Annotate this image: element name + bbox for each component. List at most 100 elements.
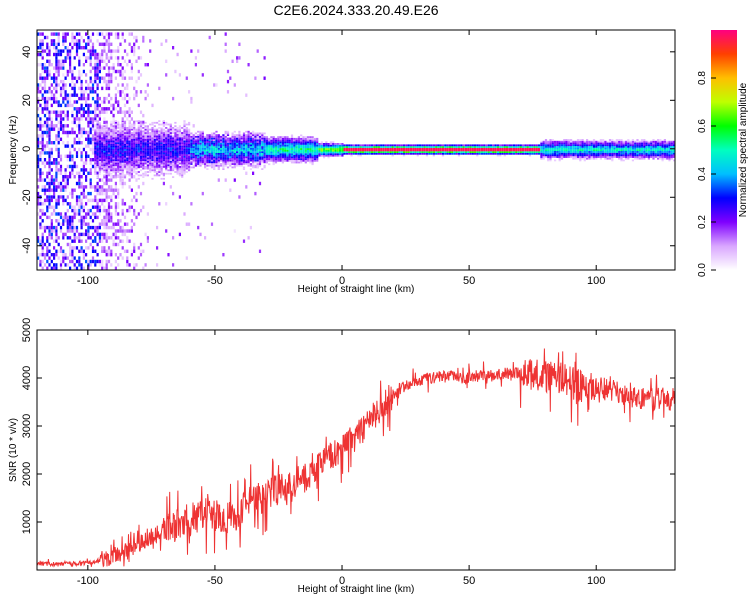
heatmap-cell [206, 149, 209, 152]
heatmap-cell [137, 76, 140, 80]
heatmap-cell [345, 146, 348, 148]
heatmap-cell [261, 134, 264, 136]
heatmap-cell [462, 152, 465, 155]
heatmap-cell [620, 149, 623, 152]
heatmap-cell [62, 236, 65, 240]
heatmap-cell [254, 158, 257, 160]
heatmap-cell [128, 132, 131, 134]
heatmap-cell [37, 236, 40, 240]
heatmap-cell [110, 138, 113, 141]
heatmap-cell [69, 69, 72, 74]
heatmap-cell [119, 172, 122, 175]
heatmap-cell [66, 124, 69, 128]
heatmap-cell [169, 127, 172, 129]
heatmap-cell [316, 148, 319, 150]
heatmap-cell [121, 132, 124, 134]
heatmap-cell [137, 155, 140, 158]
heatmap-cell [570, 156, 573, 158]
heatmap-cell [167, 130, 170, 133]
heatmap-cell [146, 236, 149, 240]
heatmap-cell [231, 156, 234, 159]
heatmap-cell [172, 263, 175, 267]
heatmap-cell [149, 138, 152, 141]
heatmap-cell [137, 159, 140, 161]
heatmap-cell [263, 139, 266, 142]
heatmap-cell [105, 157, 108, 160]
heatmap-cell [162, 125, 165, 128]
heatmap-cell [139, 157, 143, 160]
heatmap-cell [82, 219, 85, 223]
heatmap-cell [174, 164, 177, 167]
heatmap-cell [39, 253, 42, 257]
heatmap-cell [119, 135, 122, 138]
heatmap-cell [197, 152, 200, 155]
heatmap-cell [53, 42, 56, 46]
heatmap-cell [126, 157, 129, 160]
heatmap-cell [96, 132, 99, 134]
heatmap-cell [233, 152, 236, 155]
heatmap-cell [517, 144, 520, 147]
heatmap-cell [245, 93, 248, 97]
heatmap-cell [144, 160, 147, 163]
heatmap-cell [165, 138, 168, 141]
heatmap-cell [103, 188, 106, 192]
heatmap-cell [121, 117, 124, 121]
heatmap-cell [592, 152, 596, 155]
heatmap-cell [48, 225, 51, 230]
heatmap-cell [611, 144, 614, 146]
heatmap-cell [160, 164, 163, 167]
heatmap-cell [247, 149, 250, 152]
heatmap-cell [256, 142, 259, 145]
heatmap-cell [501, 146, 504, 148]
heatmap-cell [78, 124, 81, 128]
heatmap-cell [153, 162, 156, 165]
heatmap-cell [130, 149, 133, 151]
heatmap-cell [181, 150, 184, 153]
heatmap-cell [249, 141, 252, 143]
heatmap-cell [71, 32, 74, 36]
heatmap-cell [538, 151, 541, 153]
heatmap-cell [183, 121, 186, 124]
heatmap-cell [419, 147, 422, 150]
heatmap-cell [565, 152, 568, 155]
heatmap-cell [41, 141, 44, 145]
heatmap-cell [297, 137, 300, 140]
heatmap-cell [501, 144, 504, 147]
heatmap-cell [199, 149, 202, 152]
heatmap-cell [174, 137, 177, 139]
heatmap-cell [297, 149, 300, 152]
heatmap-cell [224, 178, 227, 182]
heatmap-cell [309, 139, 312, 142]
heatmap-cell [162, 155, 165, 158]
heatmap-cell [80, 168, 83, 172]
heatmap-cell [144, 232, 147, 237]
heatmap-cell [323, 149, 326, 152]
heatmap-cell [622, 152, 625, 155]
heatmap-cell [233, 130, 236, 133]
heatmap-cell [146, 125, 149, 128]
heatmap-cell [181, 176, 184, 178]
heatmap-cell [391, 146, 394, 148]
heatmap-cell [247, 152, 250, 155]
heatmap-cell [190, 163, 193, 165]
heatmap-cell [87, 124, 90, 128]
heatmap-cell [288, 153, 291, 155]
heatmap-cell [204, 166, 207, 169]
heatmap-cell [78, 86, 81, 91]
heatmap-cell [55, 219, 58, 223]
heatmap-cell [277, 141, 280, 144]
heatmap-cell [62, 117, 65, 121]
heatmap-cell [114, 205, 117, 209]
heatmap-cell [142, 140, 145, 143]
heatmap-cell [176, 160, 179, 163]
heatmap-cell [192, 147, 195, 150]
heatmap-cell [98, 142, 101, 144]
heatmap-cell [208, 158, 211, 160]
heatmap-cell [153, 171, 156, 173]
heatmap-cell [288, 137, 291, 140]
heatmap-cell [634, 147, 637, 150]
heatmap-cell [62, 39, 65, 43]
heatmap-cell [37, 144, 40, 148]
heatmap-cell [53, 79, 56, 84]
heatmap-cell [311, 137, 314, 140]
